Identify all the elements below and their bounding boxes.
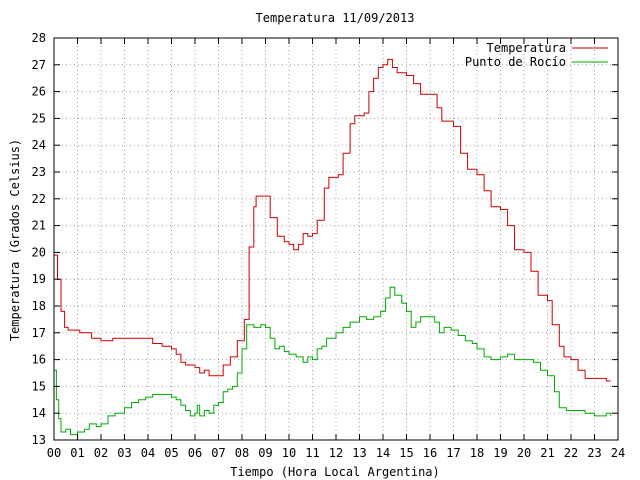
x-axis-label: Tiempo (Hora Local Argentina) [230,465,440,479]
y-tick-label: 23 [32,165,46,179]
y-tick-label: 13 [32,433,46,447]
y-tick-label: 14 [32,406,46,420]
x-tick-label: 17 [446,446,460,460]
x-tick-label: 09 [258,446,272,460]
series-layer [54,58,612,436]
series-line-1 [54,286,612,436]
x-tick-label: 14 [376,446,390,460]
x-tick-label: 06 [188,446,202,460]
y-tick-label: 24 [32,138,46,152]
x-tick-label: 22 [564,446,578,460]
x-tick-label: 15 [399,446,413,460]
y-tick-label: 25 [32,111,46,125]
series-line-0 [54,58,611,382]
x-tick-label: 12 [329,446,343,460]
x-tick-label: 18 [470,446,484,460]
x-tick-label: 08 [235,446,249,460]
x-tick-label: 07 [211,446,225,460]
y-tick-label: 17 [32,326,46,340]
x-tick-label: 02 [94,446,108,460]
axis-ticks: 00 01 02 03 04 05 06 07 08 09 10 11 12 13 14 15 16 17 18 19… [32,31,626,460]
x-tick-label: 16 [423,446,437,460]
legend-label: Punto de Rocío [465,55,566,69]
y-tick-label: 16 [32,353,46,367]
y-axis-label: Temperatura (Grados Celsius) [8,139,22,341]
x-tick-label: 04 [141,446,155,460]
x-tick-label: 11 [305,446,319,460]
x-tick-label: 01 [70,446,84,460]
y-tick-label: 15 [32,379,46,393]
y-tick-label: 27 [32,58,46,72]
x-tick-label: 10 [282,446,296,460]
x-tick-label: 19 [493,446,507,460]
x-tick-label: 20 [517,446,531,460]
x-tick-label: 03 [117,446,131,460]
chart-title: Temperatura 11/09/2013 [256,11,415,25]
x-tick-label: 13 [352,446,366,460]
y-tick-label: 18 [32,299,46,313]
y-tick-label: 28 [32,31,46,45]
x-tick-label: 00 [47,446,61,460]
y-tick-label: 26 [32,85,46,99]
x-tick-label: 23 [587,446,601,460]
y-tick-label: 22 [32,192,46,206]
x-tick-label: 24 [611,446,625,460]
y-tick-label: 19 [32,272,46,286]
x-tick-label: 05 [164,446,178,460]
y-tick-label: 21 [32,219,46,233]
legend-label: Temperatura [487,41,566,55]
x-tick-label: 21 [540,446,554,460]
y-tick-label: 20 [32,245,46,259]
grid [54,38,618,440]
